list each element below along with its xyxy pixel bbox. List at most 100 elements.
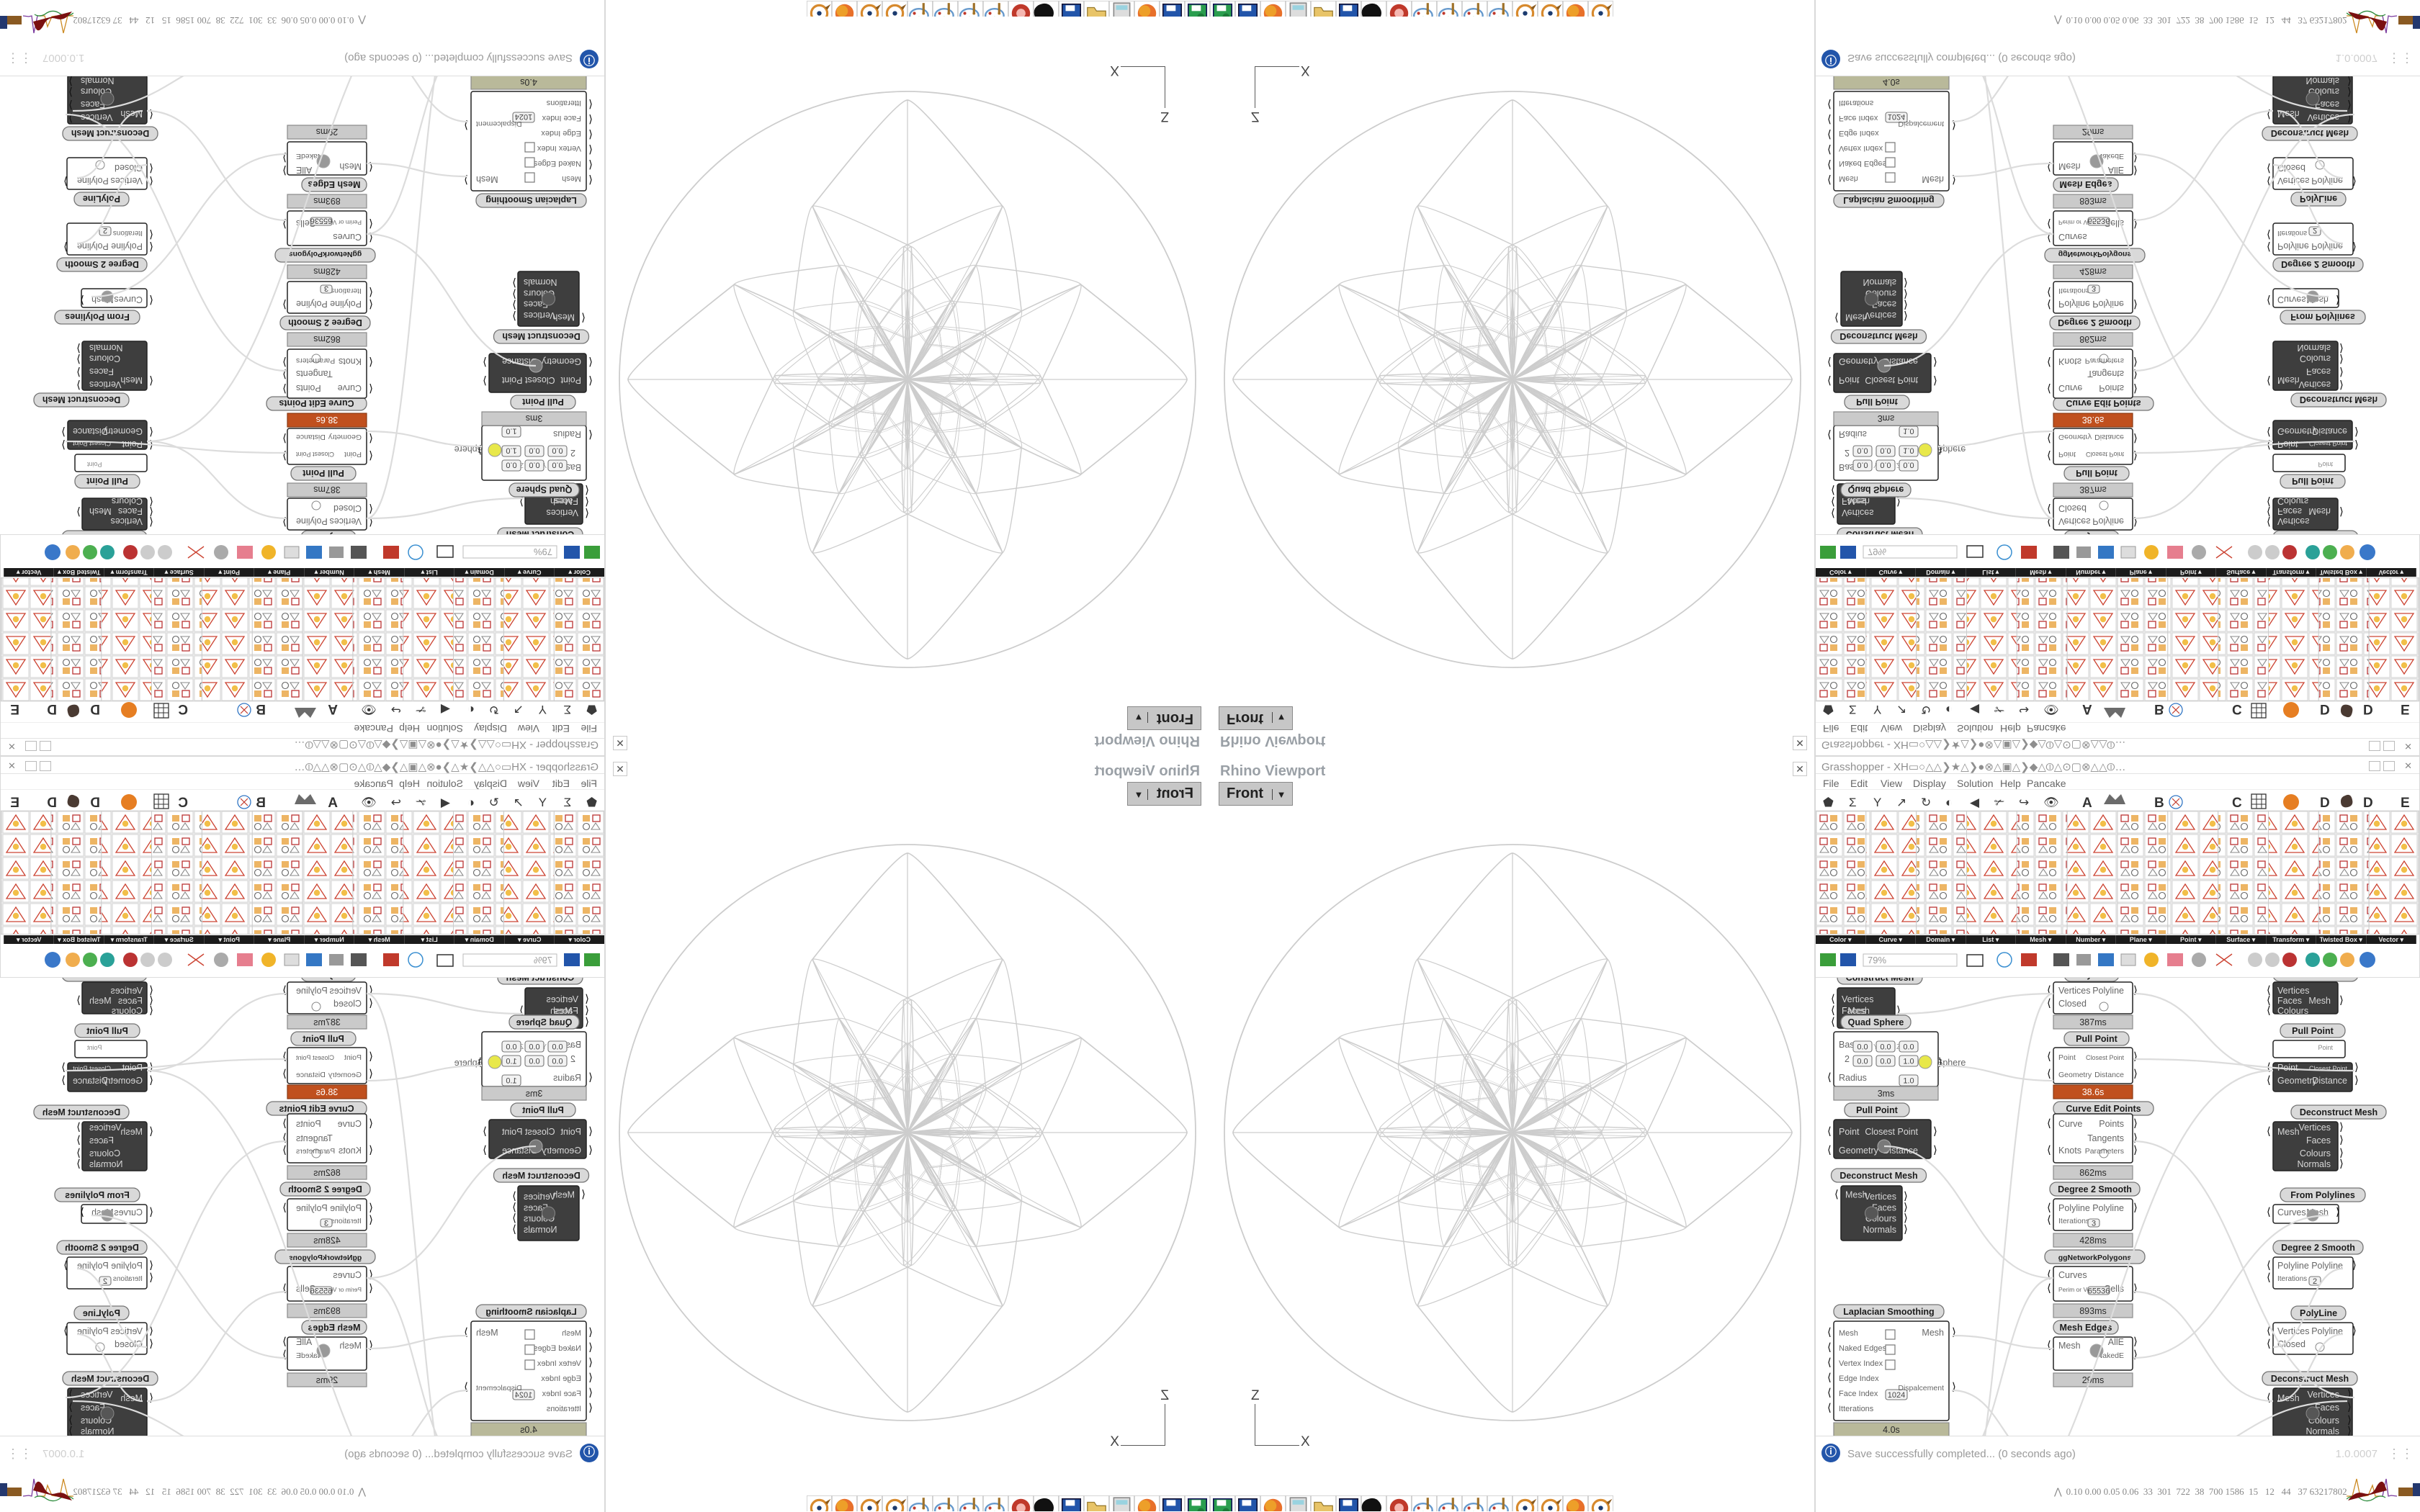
svg-text:⟩: ⟩ [282,432,287,444]
svg-text:Vertices: Vertices [111,986,143,996]
svg-text:Geometry: Geometry [328,433,362,441]
svg-text:Vertices: Vertices [547,508,578,518]
svg-text:⟨: ⟨ [369,1144,373,1156]
svg-text:⟨: ⟨ [1831,993,1835,1005]
svg-text:D: D [2363,701,2373,716]
svg-text:⟩: ⟩ [68,1401,73,1413]
svg-text:Curves: Curves [2277,294,2306,305]
svg-text:⟩: ⟩ [1933,356,1937,368]
svg-text:⟩: ⟩ [282,984,287,996]
svg-text:Face Index: Face Index [1839,114,1878,122]
svg-text:1.0: 1.0 [1903,427,1914,436]
svg-text:⟩: ⟩ [282,1349,287,1361]
svg-text:Edge Index: Edge Index [541,1374,581,1383]
svg-text:Normals: Normals [524,1225,557,1235]
svg-text:Normals: Normals [81,76,115,86]
svg-text:Points: Points [296,1119,321,1129]
svg-text:Normals: Normals [81,1426,115,1436]
svg-text:From Polylines: From Polylines [65,312,130,322]
svg-text:Tangents: Tangents [296,1133,333,1143]
svg-text:Pull Point: Pull Point [86,476,127,486]
svg-text:⟩: ⟩ [2133,432,2138,444]
svg-text:Points: Points [2099,1119,2124,1129]
svg-text:◀: ◀ [1970,703,1980,716]
svg-text:⟩: ⟩ [282,368,287,380]
svg-text:⟩: ⟩ [512,276,516,289]
svg-text:◐: ◐ [467,796,475,809]
svg-text:⟨: ⟨ [369,503,373,515]
svg-text:⟩: ⟩ [2133,1068,2138,1080]
svg-text:Itterations: Itterations [546,1405,581,1413]
svg-text:Iterations: Iterations [331,1217,362,1225]
svg-text:4.0s: 4.0s [1883,77,1900,87]
svg-text:👁: 👁 [2043,703,2059,716]
svg-text:Pull Point: Pull Point [2292,476,2334,486]
svg-text:⟨: ⟨ [1831,484,1835,496]
svg-text:⬟: ⬟ [586,796,597,809]
svg-text:Mesh Edges: Mesh Edges [2060,1323,2112,1333]
svg-text:⟩: ⟩ [68,99,73,111]
svg-text:Polyline: Polyline [111,241,143,251]
svg-text:3: 3 [324,1220,328,1228]
svg-text:Radius: Radius [1839,1073,1867,1083]
svg-text:2: 2 [103,226,107,235]
svg-text:3ms: 3ms [1878,1089,1895,1099]
svg-text:0.0: 0.0 [1903,461,1914,469]
svg-text:Polyline: Polyline [2092,299,2124,309]
svg-text:Colours: Colours [2277,1006,2308,1016]
svg-text:⟨: ⟨ [1827,428,1832,441]
svg-text:⟨: ⟨ [588,1071,593,1084]
svg-text:⟩: ⟩ [76,994,81,1007]
svg-text:Edge Index: Edge Index [1839,129,1879,138]
svg-text:Normals: Normals [89,343,123,353]
svg-text:Naked Edges: Naked Edges [533,159,581,168]
svg-text:0.0: 0.0 [1857,1058,1868,1066]
svg-text:⟩: ⟩ [483,1144,487,1156]
svg-text:⟨: ⟨ [2267,1259,2271,1272]
svg-text:Y: Y [539,703,547,716]
svg-text:Pull Point: Pull Point [1856,1105,1898,1115]
svg-text:E: E [2401,796,2410,811]
svg-text:Distance: Distance [2094,433,2124,441]
svg-text:↻: ↻ [489,703,499,716]
svg-text:4.0s: 4.0s [520,1425,537,1435]
svg-text:⟨: ⟨ [1834,1189,1839,1201]
svg-text:✃: ✃ [1994,703,2004,716]
svg-text:⟩: ⟩ [512,299,516,311]
svg-text:Itterations: Itterations [546,99,581,107]
svg-text:Face Index: Face Index [542,114,581,122]
svg-text:2: 2 [103,1277,107,1286]
svg-text:⟨: ⟨ [1831,1004,1835,1017]
svg-text:Mesh: Mesh [1922,1328,1944,1338]
svg-text:Polyline: Polyline [296,516,328,526]
svg-text:ggNetworkPolygons: ggNetworkPolygons [289,1254,362,1262]
svg-text:⟩: ⟩ [2133,1117,2138,1130]
svg-text:👁: 👁 [361,796,377,809]
svg-text:2: 2 [570,1054,575,1064]
svg-text:⟩: ⟩ [76,366,81,378]
svg-text:⟨: ⟨ [2047,1339,2051,1351]
svg-text:⟩: ⟩ [2133,382,2138,395]
svg-text:⟩: ⟩ [2133,356,2138,368]
svg-text:Point: Point [2058,450,2076,459]
svg-text:Σ: Σ [563,703,571,716]
svg-text:↻: ↻ [1921,703,1931,716]
svg-text:⟩: ⟩ [68,86,73,98]
svg-text:⟨: ⟨ [2267,1272,2271,1284]
svg-text:65536: 65536 [2088,1287,2110,1296]
svg-text:Construct Mesh: Construct Mesh [71,532,138,534]
svg-text:◀: ◀ [440,796,450,809]
svg-text:0.0: 0.0 [552,461,563,469]
svg-text:Degree 2 Smooth: Degree 2 Smooth [288,318,362,328]
svg-text:Iterations: Iterations [113,229,143,237]
svg-text:Pull Point: Pull Point [302,1034,344,1044]
svg-text:D: D [47,796,57,811]
svg-text:Σ: Σ [563,796,571,809]
svg-text:Polyline: Polyline [2092,516,2124,526]
svg-text:A: A [328,701,338,716]
svg-text:⟩: ⟩ [1933,374,1937,387]
svg-text:⟨: ⟨ [149,1074,153,1086]
svg-text:⟨: ⟨ [149,240,153,253]
svg-text:⟩: ⟩ [61,438,66,451]
svg-text:Quad Sphere: Quad Sphere [516,1017,573,1027]
